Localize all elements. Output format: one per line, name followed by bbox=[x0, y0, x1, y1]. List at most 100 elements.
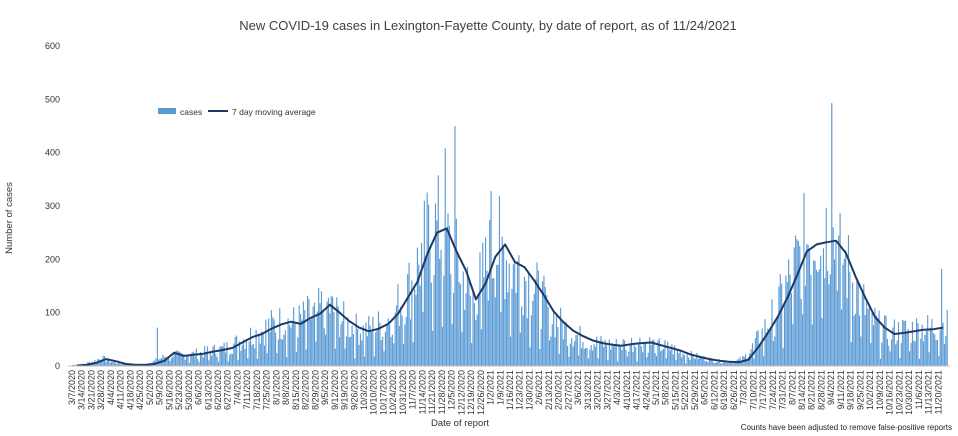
x-tick-label: 12/19/2020 bbox=[466, 370, 476, 415]
cases-bar bbox=[601, 340, 603, 366]
cases-bar bbox=[685, 363, 687, 366]
cases-bar bbox=[686, 354, 688, 366]
cases-bar bbox=[101, 361, 103, 366]
x-tick-label: 5/22/2021 bbox=[680, 370, 690, 410]
cases-bar bbox=[934, 334, 936, 366]
cases-bar bbox=[541, 281, 544, 366]
x-tick-label: 3/20/2021 bbox=[593, 370, 603, 410]
cases-bar bbox=[839, 213, 841, 366]
cases-bar bbox=[262, 332, 264, 366]
cases-bar bbox=[170, 358, 172, 366]
x-tick-label: 5/29/2021 bbox=[690, 370, 700, 410]
cases-bar bbox=[361, 340, 363, 366]
x-tick-label: 2/6/2021 bbox=[534, 370, 544, 405]
cases-bar bbox=[347, 317, 349, 366]
cases-bar bbox=[888, 345, 890, 366]
cases-bar bbox=[711, 359, 713, 366]
x-tick-label: 5/8/2021 bbox=[661, 370, 671, 405]
cases-bar bbox=[836, 290, 838, 366]
cases-bar bbox=[585, 347, 587, 366]
x-tick-label: 3/28/2020 bbox=[96, 370, 106, 410]
cases-bar bbox=[903, 320, 905, 366]
cases-bar bbox=[796, 239, 798, 366]
cases-bar bbox=[304, 310, 306, 366]
x-tick-label: 8/21/2021 bbox=[807, 370, 817, 410]
cases-bar bbox=[358, 344, 360, 366]
cases-bar bbox=[761, 328, 763, 366]
y-tick-label: 100 bbox=[45, 308, 60, 318]
cases-bar bbox=[922, 341, 925, 366]
cases-bar bbox=[365, 322, 367, 366]
x-tick-label: 12/26/2020 bbox=[476, 370, 486, 415]
cases-bar bbox=[833, 259, 836, 366]
cases-bar bbox=[461, 331, 463, 366]
cases-bar bbox=[586, 348, 588, 366]
cases-bar bbox=[468, 277, 470, 366]
cases-bar bbox=[636, 361, 638, 366]
cases-bar bbox=[457, 254, 459, 366]
cases-bar bbox=[496, 264, 498, 366]
cases-bar bbox=[380, 340, 382, 366]
cases-bar bbox=[865, 302, 868, 366]
x-tick-label: 11/21/2020 bbox=[427, 370, 437, 414]
cases-bar bbox=[747, 357, 749, 366]
cases-bar bbox=[603, 347, 605, 366]
cases-bar bbox=[704, 361, 706, 366]
cases-bar bbox=[803, 192, 805, 366]
cases-bar bbox=[882, 325, 884, 366]
x-tick-label: 9/25/2021 bbox=[855, 370, 865, 410]
x-tick-label: 10/10/2020 bbox=[369, 370, 379, 415]
cases-bar bbox=[240, 350, 242, 366]
cases-bar bbox=[487, 300, 489, 366]
cases-bar bbox=[870, 343, 872, 366]
cases-bar bbox=[284, 330, 286, 366]
x-tick-label: 7/24/2021 bbox=[768, 370, 778, 410]
x-tick-label: 9/19/2020 bbox=[340, 370, 350, 410]
cases-bar bbox=[699, 355, 701, 366]
cases-bar bbox=[621, 350, 623, 366]
x-tick-label: 7/31/2021 bbox=[778, 370, 788, 410]
cases-bar bbox=[818, 269, 820, 366]
cases-bar bbox=[437, 175, 439, 366]
cases-bar bbox=[265, 319, 267, 366]
cases-bar bbox=[592, 350, 594, 366]
cases-bar bbox=[255, 329, 257, 366]
cases-bar bbox=[827, 270, 829, 366]
x-tick-label: 4/11/2020 bbox=[116, 370, 126, 409]
cases-bar bbox=[624, 340, 626, 366]
cases-bar bbox=[810, 274, 812, 366]
chart-footnote: Counts have been adjusted to remove fals… bbox=[741, 423, 952, 432]
cases-bar bbox=[108, 358, 110, 366]
cases-bar bbox=[660, 351, 662, 366]
cases-bar bbox=[234, 336, 236, 366]
cases-bar bbox=[554, 337, 556, 366]
cases-bar bbox=[379, 322, 381, 366]
cases-bar bbox=[389, 324, 391, 366]
cases-bar bbox=[279, 308, 281, 366]
cases-bar bbox=[522, 315, 524, 366]
x-tick-label: 10/17/2020 bbox=[379, 370, 389, 415]
cases-bar bbox=[785, 275, 787, 366]
cases-bar bbox=[553, 312, 555, 366]
cases-bar bbox=[295, 352, 298, 366]
cases-bar bbox=[643, 342, 645, 366]
cases-bar bbox=[875, 315, 877, 366]
cases-bar bbox=[198, 362, 200, 366]
cases-bar bbox=[708, 357, 710, 366]
cases-bar bbox=[412, 342, 414, 366]
cases-bar bbox=[340, 324, 342, 366]
x-tick-label: 11/13/2021 bbox=[924, 370, 934, 414]
cases-bar bbox=[426, 192, 428, 366]
cases-bar bbox=[401, 315, 403, 366]
cases-bar bbox=[291, 321, 293, 366]
x-tick-label: 10/30/2021 bbox=[904, 370, 914, 415]
cases-bar bbox=[828, 284, 830, 366]
cases-bar bbox=[571, 338, 573, 366]
cases-bar bbox=[439, 258, 441, 366]
cases-bar bbox=[781, 283, 783, 366]
cases-bar bbox=[306, 295, 309, 366]
cases-bar bbox=[482, 242, 484, 366]
cases-bar bbox=[191, 352, 193, 366]
cases-bar bbox=[441, 326, 444, 366]
cases-bar bbox=[808, 249, 811, 366]
